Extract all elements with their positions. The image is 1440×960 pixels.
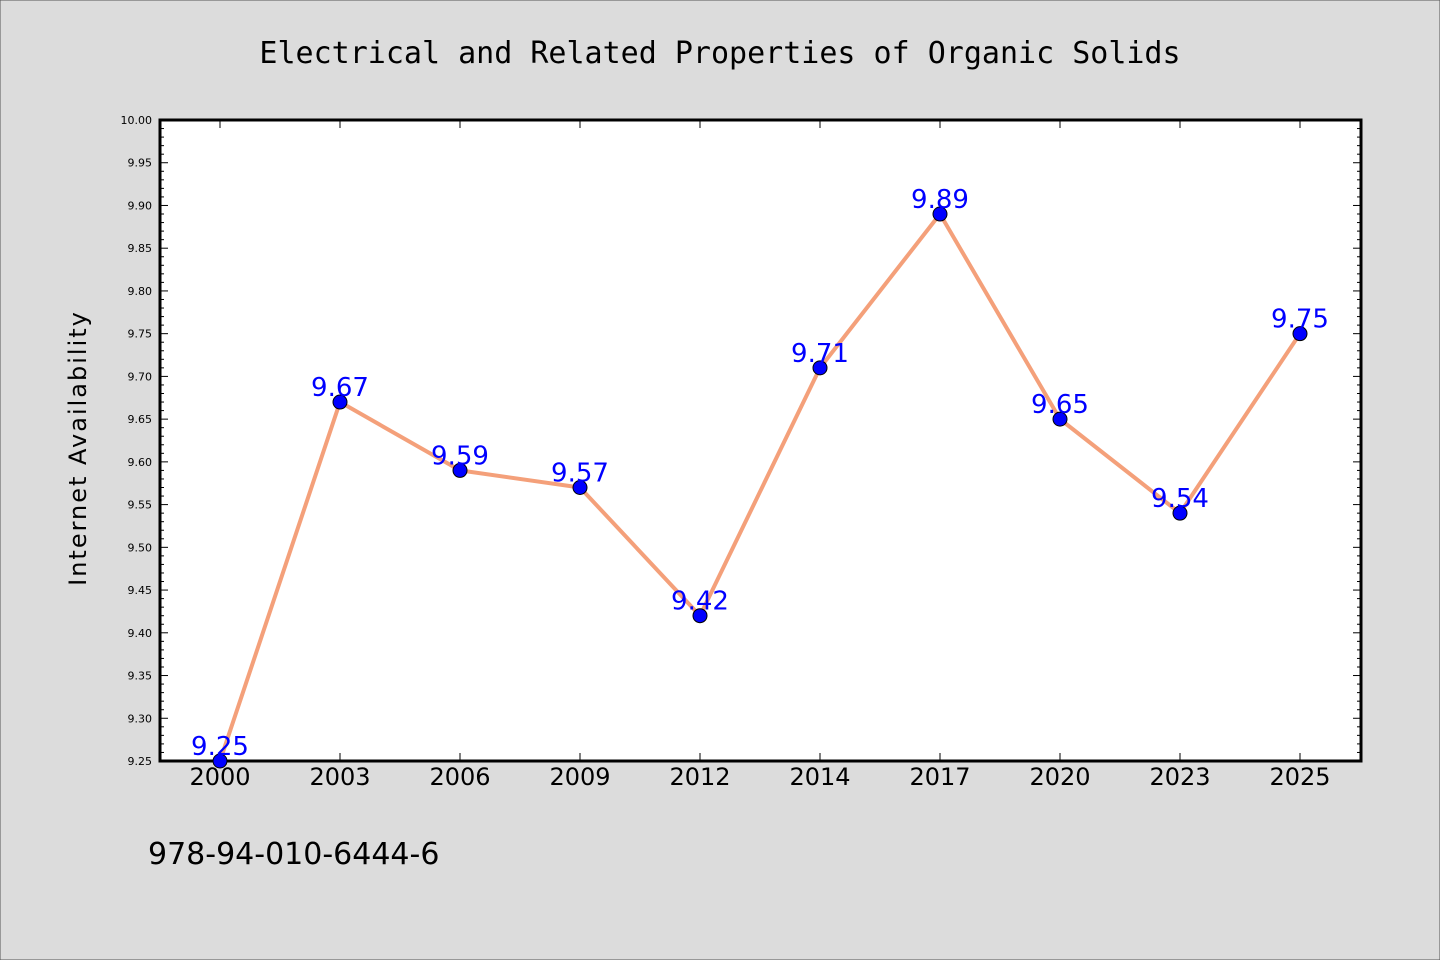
series-line [218,212,1302,762]
chart-title: Electrical and Related Properties of Org… [259,36,1180,71]
y-tick-label: 9.35 [128,670,153,683]
y-tick-label: 9.55 [128,499,153,512]
x-axis: 2000 2003 2006 2009 2012 2014 2017 2020 2023 2025 [189,120,1331,791]
x-tick-label: 2014 [789,763,850,791]
y-axis-label: Internet Availability [64,310,92,586]
x-tick-label: 2020 [1029,763,1090,791]
data-point [332,394,348,410]
y-axis: 9.25 9.30 9.35 9.40 9.45 9.50 9.55 9.60 9.65 9.70… [121,114,1361,768]
y-tick-label: 9.40 [128,627,153,640]
y-tick-label: 9.90 [128,199,153,212]
x-tick-label: 2012 [669,763,730,791]
y-tick-label: 9.45 [128,584,153,597]
data-point [572,480,588,496]
data-point [692,608,708,624]
series-line-group [212,206,1308,769]
y-tick-label: 9.65 [128,413,153,426]
footer-isbn: 978-94-010-6444-6 [148,837,439,872]
plot-area [158,118,1363,763]
y-tick-label: 9.30 [128,712,153,725]
data-label: 9.75 [1271,305,1329,335]
y-tick-label: 9.25 [128,755,153,768]
data-label: 9.42 [671,587,729,617]
y-tick-label: 9.95 [128,157,153,170]
data-point [212,753,228,769]
data-labels-group: 9.25 9.67 9.59 9.57 9.42 9.71 9.89 9.65 9.54 9.75 [191,185,1329,762]
x-tick-label: 2009 [549,763,610,791]
data-label: 9.71 [791,339,849,369]
data-point [1292,326,1308,342]
y-tick-label: 9.60 [128,456,153,469]
data-point [1052,411,1068,427]
x-tick-label: 2017 [909,763,970,791]
data-point [452,462,468,478]
data-label: 9.65 [1031,390,1089,420]
data-label: 9.89 [911,185,969,215]
y-tick-label: 9.80 [128,285,153,298]
y-tick-label: 9.75 [128,328,153,341]
x-tick-label: 2003 [309,763,370,791]
data-label: 9.59 [431,441,489,471]
data-label: 9.57 [551,459,609,489]
data-label: 9.25 [191,732,249,762]
y-tick-label: 9.50 [128,541,153,554]
y-tick-label: 10.00 [121,114,153,127]
y-tick-label: 9.70 [128,370,153,383]
x-tick-label: 2025 [1269,763,1330,791]
data-point [932,206,948,222]
data-label: 9.67 [311,373,369,403]
y-tick-label: 9.85 [128,242,153,255]
data-point [812,360,828,376]
x-tick-label: 2023 [1149,763,1210,791]
data-point [1172,505,1188,521]
data-label: 9.54 [1151,484,1209,514]
x-tick-label: 2006 [429,763,490,791]
